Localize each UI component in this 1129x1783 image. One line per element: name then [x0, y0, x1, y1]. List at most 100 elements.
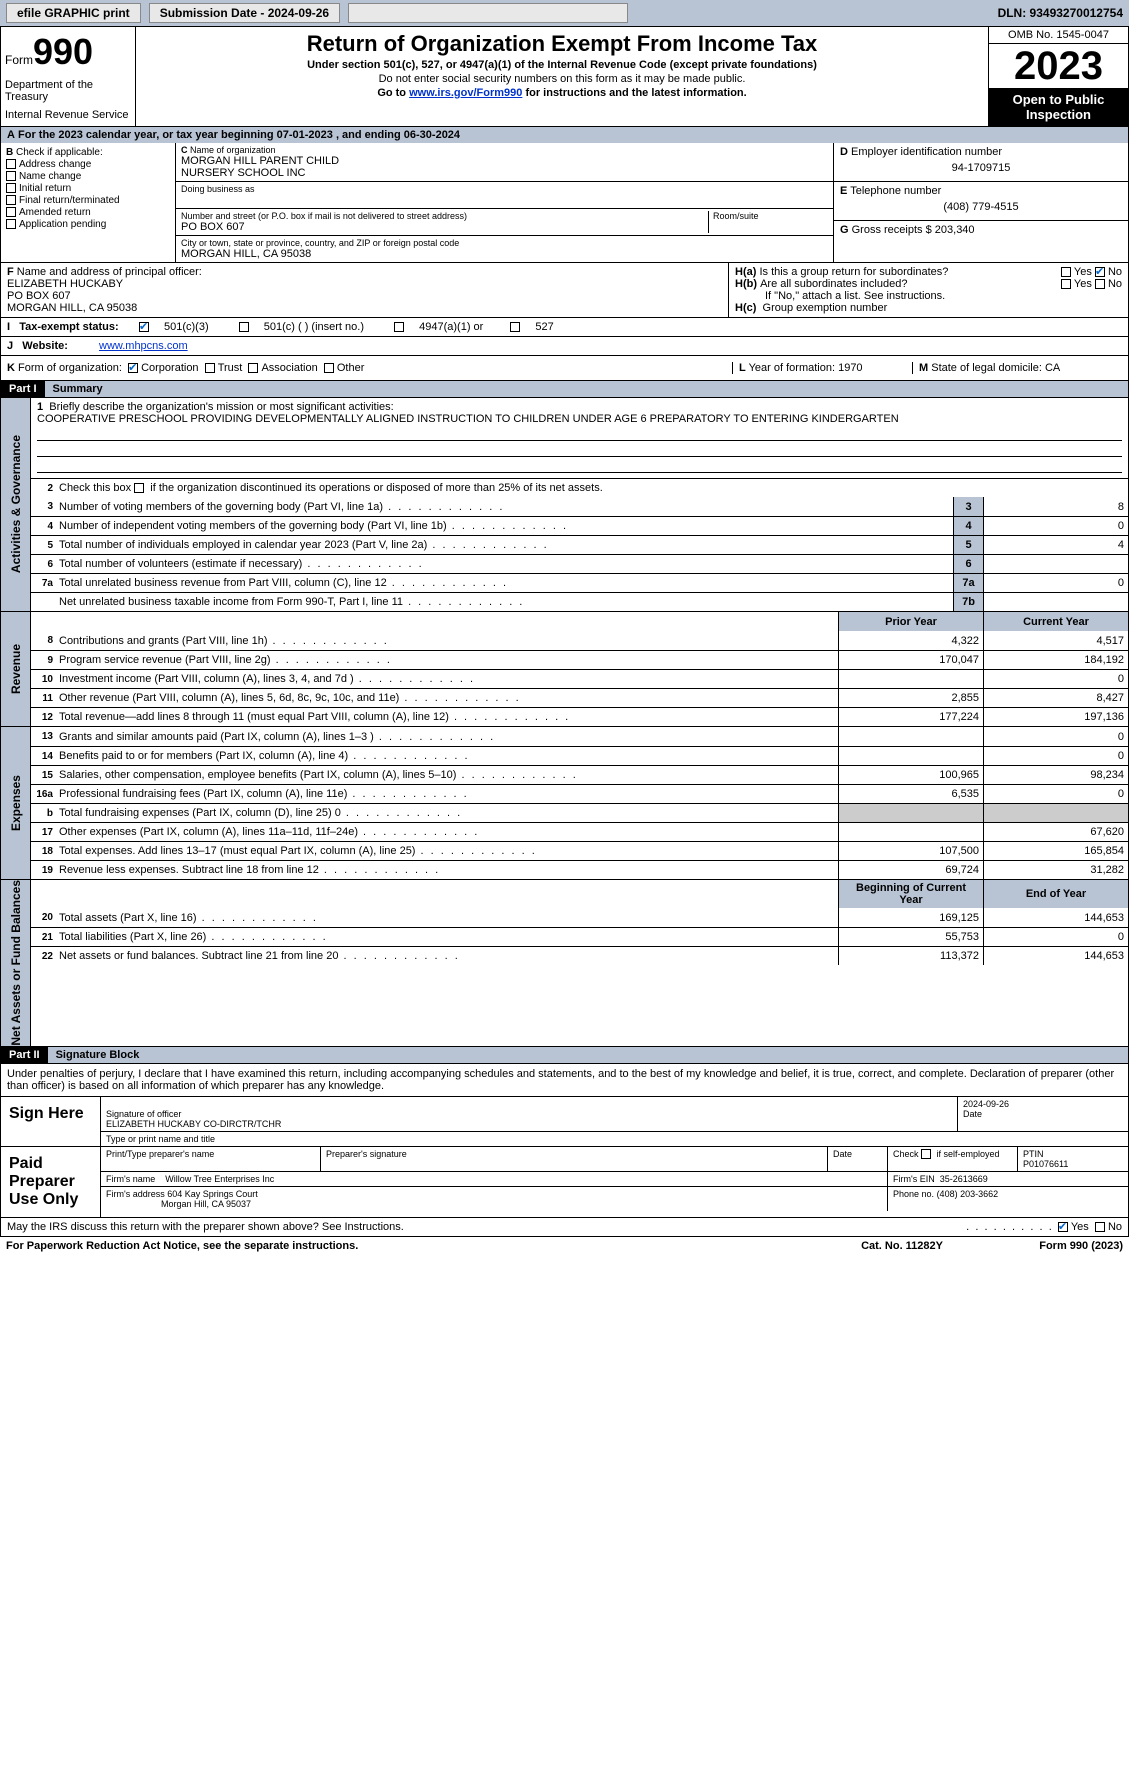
line-box: 7a [953, 574, 983, 592]
k-o3: Association [261, 362, 317, 374]
underline [37, 443, 1122, 457]
chk-final[interactable] [6, 195, 16, 205]
firm-addr1: 604 Kay Springs Court [167, 1189, 258, 1199]
l2-post: if the organization discontinued its ope… [147, 482, 603, 494]
line-box: 5 [953, 536, 983, 554]
ha-yes[interactable] [1061, 267, 1071, 277]
f-no: No [1108, 1221, 1122, 1233]
row-A: A For the 2023 calendar year, or tax yea… [0, 127, 1129, 143]
chk-pending[interactable] [6, 219, 16, 229]
opt-final: Final return/terminated [19, 195, 120, 206]
row-J: J Website: www.mhpcns.com [0, 337, 1129, 356]
line-desc: Number of voting members of the governin… [59, 499, 953, 515]
cat-no: Cat. No. 11282Y [861, 1240, 943, 1252]
line-desc: Other revenue (Part VIII, column (A), li… [59, 690, 838, 706]
prior-val [838, 823, 983, 841]
current-val: 0 [983, 928, 1128, 946]
firm-ein: 35-2613669 [940, 1174, 988, 1184]
chk-initial[interactable] [6, 183, 16, 193]
submission-date-button[interactable]: Submission Date - 2024-09-26 [149, 3, 340, 23]
b-label: Check if applicable: [16, 147, 103, 158]
m-val: CA [1045, 362, 1060, 374]
dba-lbl: Doing business as [181, 184, 828, 194]
discuss-yes[interactable] [1058, 1222, 1068, 1232]
ha-no[interactable] [1095, 267, 1105, 277]
line-val [983, 555, 1128, 573]
chk-l2[interactable] [134, 483, 144, 493]
firm-ein-lbl: Firm's EIN [893, 1174, 935, 1184]
addr-lbl: Number and street (or P.O. box if mail i… [181, 211, 708, 221]
opt-amended: Amended return [19, 207, 91, 218]
hb-text: Are all subordinates included? [760, 278, 1061, 290]
bottom-row: For Paperwork Reduction Act Notice, see … [0, 1237, 1129, 1255]
chk-other[interactable] [324, 363, 334, 373]
col-prior: Prior Year [838, 612, 983, 631]
ptin-lbl: PTIN [1023, 1149, 1044, 1159]
chk-corp[interactable] [128, 363, 138, 373]
chk-name-change[interactable] [6, 171, 16, 181]
goto-post: for instructions and the latest informat… [522, 87, 746, 99]
goto-pre: Go to [377, 87, 409, 99]
i-lbl: Tax-exempt status: [19, 321, 118, 333]
city-lbl: City or town, state or province, country… [181, 238, 828, 248]
line-desc: Investment income (Part VIII, column (A)… [59, 671, 838, 687]
i-o4: 527 [535, 321, 553, 333]
chk-amended[interactable] [6, 207, 16, 217]
yes-lbl: Yes [1074, 266, 1092, 278]
k-o1: Corporation [141, 362, 198, 374]
line-box: 7b [953, 593, 983, 611]
line-desc: Revenue less expenses. Subtract line 18 … [59, 862, 838, 878]
line-desc: Total expenses. Add lines 13–17 (must eq… [59, 843, 838, 859]
irs-link[interactable]: www.irs.gov/Form990 [409, 87, 522, 99]
prior-val: 4,322 [838, 631, 983, 650]
prior-val: 2,855 [838, 689, 983, 707]
goto-note: Go to www.irs.gov/Form990 for instructio… [142, 87, 982, 99]
no-lbl: No [1108, 266, 1122, 278]
form-title: Return of Organization Exempt From Incom… [142, 31, 982, 57]
dept-treasury: Department of the Treasury [5, 79, 131, 103]
f-yes: Yes [1071, 1221, 1089, 1233]
website-link[interactable]: www.mhpcns.com [99, 340, 188, 352]
chk-address-change[interactable] [6, 159, 16, 169]
prior-val: 107,500 [838, 842, 983, 860]
chk-501c[interactable] [239, 322, 249, 332]
date-lbl: Date [963, 1109, 982, 1119]
efile-print-button[interactable]: efile GRAPHIC print [6, 3, 141, 23]
side-ag: Activities & Governance [9, 435, 23, 573]
current-val [983, 804, 1128, 822]
chk-trust[interactable] [205, 363, 215, 373]
form-num: 990 [33, 31, 93, 72]
opt-name: Name change [19, 171, 81, 182]
firm-name-lbl: Firm's name [106, 1174, 155, 1184]
part2-header: Part II Signature Block [0, 1047, 1129, 1064]
chk-527[interactable] [510, 322, 520, 332]
line-box: 4 [953, 517, 983, 535]
discuss-text: May the IRS discuss this return with the… [7, 1221, 966, 1233]
l2-desc: Check this box if the organization disco… [59, 480, 1128, 496]
chk-assoc[interactable] [248, 363, 258, 373]
col-end: End of Year [983, 880, 1128, 908]
chk-501c3[interactable] [139, 322, 149, 332]
col-C: C Name of organization MORGAN HILL PAREN… [176, 143, 833, 262]
chk-4947[interactable] [394, 322, 404, 332]
line-val: 8 [983, 497, 1128, 516]
line-desc: Benefits paid to or for members (Part IX… [59, 748, 838, 764]
discuss-no[interactable] [1095, 1222, 1105, 1232]
ha-text: Is this a group return for subordinates? [759, 266, 1060, 278]
prep-date-lbl: Date [828, 1147, 888, 1171]
line-desc: Grants and similar amounts paid (Part IX… [59, 729, 838, 745]
officer-city: MORGAN HILL, CA 95038 [7, 302, 722, 314]
line-box: 3 [953, 497, 983, 516]
m-lbl: State of legal domicile: [931, 362, 1042, 374]
line-desc: Total revenue—add lines 8 through 11 (mu… [59, 709, 838, 725]
opt-address: Address change [19, 159, 91, 170]
chk-self-emp[interactable] [921, 1149, 931, 1159]
hb-no[interactable] [1095, 279, 1105, 289]
row-FH: F Name and address of principal officer:… [0, 263, 1129, 318]
dln-label: DLN: 93493270012754 [998, 6, 1123, 20]
line-val: 4 [983, 536, 1128, 554]
c-name-lbl: Name of organization [190, 145, 276, 155]
line-desc: Total number of individuals employed in … [59, 537, 953, 553]
hb-yes[interactable] [1061, 279, 1071, 289]
k-lbl: Form of organization: [18, 362, 122, 374]
